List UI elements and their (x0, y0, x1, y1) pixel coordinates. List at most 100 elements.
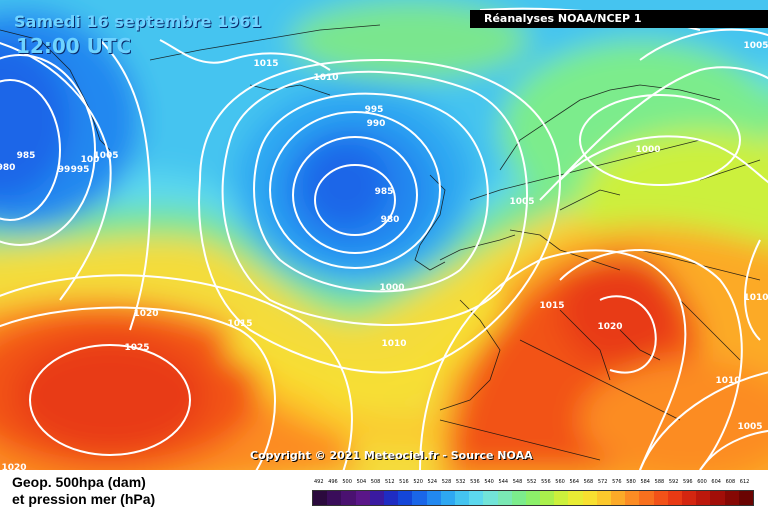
color-swatch (653, 491, 669, 505)
isobars (0, 7, 768, 470)
legend-footer: Geop. 500hpa (dam) et pression mer (hPa)… (0, 470, 768, 512)
isobar-label: 1005 (509, 197, 534, 207)
scale-tick-label: 596 (683, 479, 693, 485)
isobar-label: 1000 (379, 283, 404, 293)
color-swatch (596, 491, 612, 505)
isobar-label: 995 (365, 105, 384, 115)
color-swatch (469, 491, 484, 505)
isobar-label: 1005 (737, 422, 762, 432)
color-scale-labels: 492 496 500 504 508 512 516 520 524 528 532 536 540 5… (312, 479, 752, 489)
scale-tick-label: 508 (370, 479, 381, 485)
scale-tick-label: 528 (441, 479, 452, 485)
scale-tick-label: 600 (697, 479, 707, 485)
scale-tick-label: 580 (626, 479, 636, 485)
color-swatch (696, 491, 711, 505)
color-swatch (525, 491, 541, 505)
legend-line-geopotential: Geop. 500hpa (dam) (12, 474, 146, 490)
color-swatch (426, 491, 442, 505)
isobar-label: 980 (381, 215, 400, 225)
color-swatch (724, 491, 740, 505)
color-scale-bar (312, 490, 754, 506)
color-swatch (355, 491, 371, 505)
isobar-label: 995 (71, 165, 90, 175)
scale-tick-label: 584 (640, 479, 650, 485)
scale-tick-label: 524 (427, 479, 438, 485)
color-swatch (369, 491, 385, 505)
scale-tick-label: 560 (555, 479, 565, 485)
scale-tick-label: 504 (356, 479, 367, 485)
isobar-labels: 1015101099599098598099995100100598598010… (0, 41, 768, 470)
color-swatch (454, 491, 470, 505)
legend-line-pressure: et pression mer (hPa) (12, 491, 156, 507)
isobar-label: 1015 (253, 59, 278, 69)
geopotential-map: 1015101099599098598099995100100598598010… (0, 0, 768, 470)
color-swatch (667, 491, 683, 505)
isobar-label: 100 (81, 155, 100, 165)
color-swatch (639, 491, 655, 505)
isobar-label: 1005 (93, 151, 118, 161)
scale-tick-label: 552 (526, 479, 537, 485)
scale-tick-label: 540 (484, 479, 494, 485)
coastlines (0, 24, 761, 461)
color-swatch (582, 491, 598, 505)
scale-tick-label: 564 (569, 479, 580, 485)
isobar-label: 990 (367, 119, 386, 129)
color-swatch (497, 491, 513, 505)
scale-tick-label: 492 (314, 479, 324, 485)
color-swatch (412, 491, 428, 505)
isobar-label: 1010 (715, 376, 740, 386)
isobar-label: 985 (375, 187, 394, 197)
source-banner: Réanalyses NOAA/NCEP 1 (470, 10, 768, 28)
scale-tick-label: 612 (739, 479, 750, 485)
legend-title: Geop. 500hpa (dam) et pression mer (hPa) (12, 474, 155, 508)
isobar-label: 980 (0, 163, 15, 173)
scale-tick-label: 512 (384, 479, 395, 485)
color-swatch (383, 491, 399, 505)
color-swatch (440, 491, 456, 505)
scale-tick-label: 536 (470, 479, 480, 485)
color-swatch (341, 491, 357, 505)
color-swatch (738, 491, 754, 505)
isobar-label: 99 (58, 165, 71, 175)
isobar-label: 1005 (743, 41, 768, 51)
scale-tick-label: 568 (583, 479, 594, 485)
color-swatch (682, 491, 697, 505)
scale-tick-label: 548 (512, 479, 523, 485)
scale-tick-label: 520 (413, 479, 423, 485)
scale-tick-label: 604 (711, 479, 721, 485)
map-area: 1015101099599098598099995100100598598010… (0, 0, 768, 470)
color-swatch (554, 491, 569, 505)
color-swatch (398, 491, 413, 505)
scale-tick-label: 576 (612, 479, 622, 485)
isobar-label: 1020 (597, 322, 622, 332)
isobar-label: 1020 (133, 309, 158, 319)
scale-tick-label: 556 (541, 479, 551, 485)
scale-tick-label: 496 (328, 479, 338, 485)
isobar-label: 1010 (743, 293, 768, 303)
color-swatch (327, 491, 342, 505)
scale-tick-label: 532 (455, 479, 466, 485)
isobar-label: 1015 (539, 301, 564, 311)
isobar-label: 1015 (227, 319, 252, 329)
color-swatch (313, 491, 328, 505)
isobar-label: 1010 (313, 73, 338, 83)
color-swatch (540, 491, 555, 505)
color-swatch (511, 491, 527, 505)
isobar-label: 985 (17, 151, 36, 161)
scale-tick-label: 500 (342, 479, 352, 485)
geopotential-field (0, 0, 768, 470)
color-swatch (483, 491, 498, 505)
isobar-label: 1000 (635, 145, 660, 155)
copyright-text: Copyright © 2021 Meteociel.fr - Source N… (250, 449, 533, 462)
isobar-label: 1010 (381, 339, 406, 349)
color-swatch (710, 491, 726, 505)
isobar-label: 1025 (124, 343, 149, 353)
scale-tick-label: 572 (597, 479, 608, 485)
color-swatch (568, 491, 584, 505)
date-label: Samedi 16 septembre 1961 (14, 12, 262, 31)
isobar-label: 1020 (1, 463, 26, 470)
scale-tick-label: 516 (399, 479, 409, 485)
scale-tick-label: 544 (498, 479, 509, 485)
scale-tick-label: 592 (668, 479, 679, 485)
